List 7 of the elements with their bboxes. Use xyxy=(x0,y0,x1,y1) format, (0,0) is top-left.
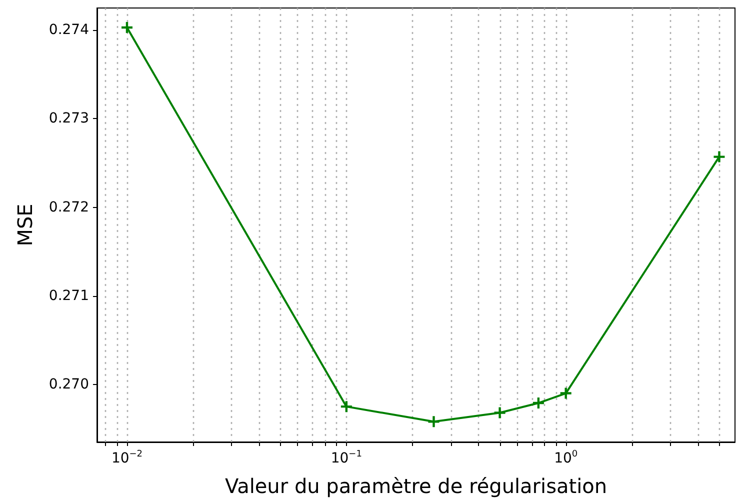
y-axis-title: MSE xyxy=(13,204,37,246)
y-tick-label: 0.273 xyxy=(48,110,89,127)
x-axis-title: Valeur du paramètre de régularisation xyxy=(224,474,608,498)
y-tick-label: 0.272 xyxy=(48,199,89,216)
y-tick-label: 0.274 xyxy=(48,22,90,38)
y-tick-label: 0.271 xyxy=(48,288,89,304)
y-tick-label: 0.270 xyxy=(48,376,89,392)
